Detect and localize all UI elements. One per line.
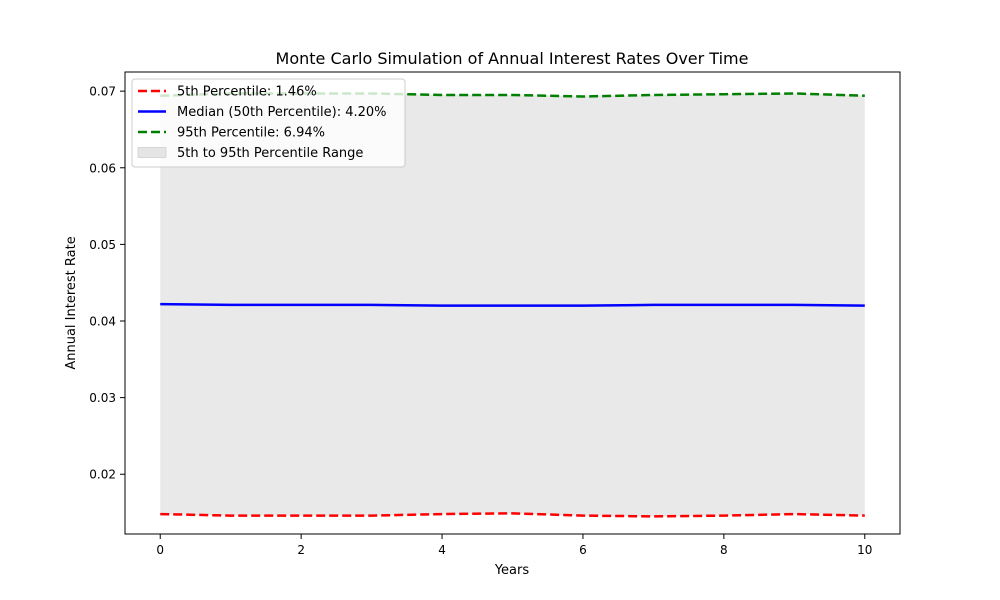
y-tick-label: 0.02 (89, 468, 116, 482)
chart-title: Monte Carlo Simulation of Annual Interes… (276, 49, 749, 68)
x-tick-label: 10 (857, 543, 872, 557)
legend-label: 95th Percentile: 6.94% (177, 126, 325, 141)
x-tick-label: 0 (156, 543, 164, 557)
y-tick-label: 0.05 (89, 238, 116, 252)
legend-swatch-band (137, 147, 167, 158)
y-tick-label: 0.06 (89, 161, 116, 175)
legend-box (131, 78, 406, 168)
legend: 5th Percentile: 1.46% Median (50th Percen… (131, 78, 406, 168)
x-tick-label: 2 (297, 543, 305, 557)
y-tick-label: 0.04 (89, 315, 116, 329)
series-line-5th-percentile-1-46 (160, 512, 865, 518)
x-axis-label: Years (494, 563, 530, 578)
y-tick-label: 0.07 (89, 85, 116, 99)
x-tick-label: 4 (438, 543, 446, 557)
legend-label: 5th to 95th Percentile Range (177, 146, 363, 161)
series-line-median-50th-percentile-4-20 (160, 302, 865, 307)
x-tick-label: 6 (579, 543, 587, 557)
x-axis: 0 2 4 6 8 10 (156, 534, 872, 557)
legend-label: Median (50th Percentile): 4.20% (177, 105, 387, 120)
legend-label: 5th Percentile: 1.46% (177, 85, 317, 100)
plot-frame (124, 71, 901, 535)
y-tick-label: 0.03 (89, 391, 116, 405)
y-axis-label: Annual Interest Rate (64, 236, 79, 369)
x-tick-label: 8 (720, 543, 728, 557)
y-axis: 0.02 0.03 0.04 0.05 0.06 0.07 (89, 85, 125, 482)
